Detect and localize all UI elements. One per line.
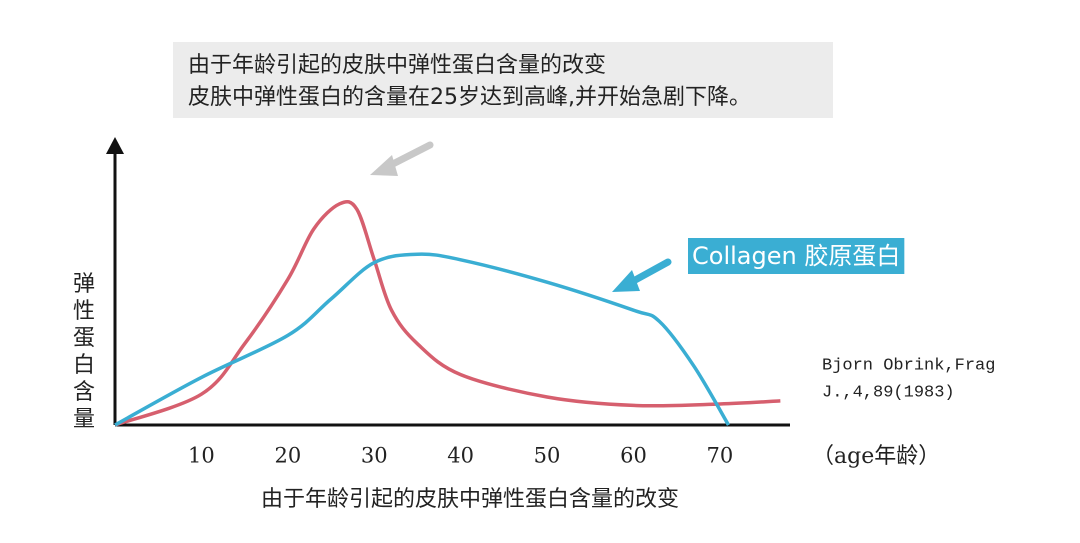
- annotation-box: [173, 42, 833, 118]
- x-tick-label: 50: [534, 444, 561, 468]
- legend-item: Collagen 胶原蛋白: [688, 238, 905, 274]
- annotation-line: 由于年龄引起的皮肤中弹性蛋白含量的改变: [188, 53, 606, 78]
- x-tick-label: 70: [707, 444, 734, 468]
- x-tick-label: 10: [188, 444, 215, 468]
- x-tick-label: 60: [620, 444, 647, 468]
- annotation-line: 皮肤中弹性蛋白的含量在25岁达到高峰,并开始急剧下降。: [188, 85, 751, 110]
- y-axis-arrow: [106, 137, 124, 154]
- legend-label: Collagen 胶原蛋白: [692, 242, 900, 270]
- legend-arrow: [612, 258, 672, 292]
- citation: Bjorn Obrink,Frag: [822, 356, 995, 375]
- x-tick-label: 40: [447, 444, 474, 468]
- plot-area: [114, 199, 781, 427]
- x-tick-label: 30: [361, 444, 388, 468]
- legend-box: [688, 238, 905, 274]
- x-tick-label: 20: [274, 444, 301, 468]
- series-line: [114, 199, 781, 427]
- annotation-arrow: [370, 141, 434, 176]
- chart-title: 由于年龄引起的皮肤中弹性蛋白含量的改变: [261, 487, 679, 512]
- citation: J.,4,89(1983): [822, 383, 955, 402]
- series-line: [114, 252, 731, 427]
- y-axis-label-text: 弹性蛋白含量: [73, 272, 95, 432]
- x-axis-label: （age年龄）: [812, 444, 940, 469]
- y-axis-label: 弹性蛋白含量: [73, 272, 95, 432]
